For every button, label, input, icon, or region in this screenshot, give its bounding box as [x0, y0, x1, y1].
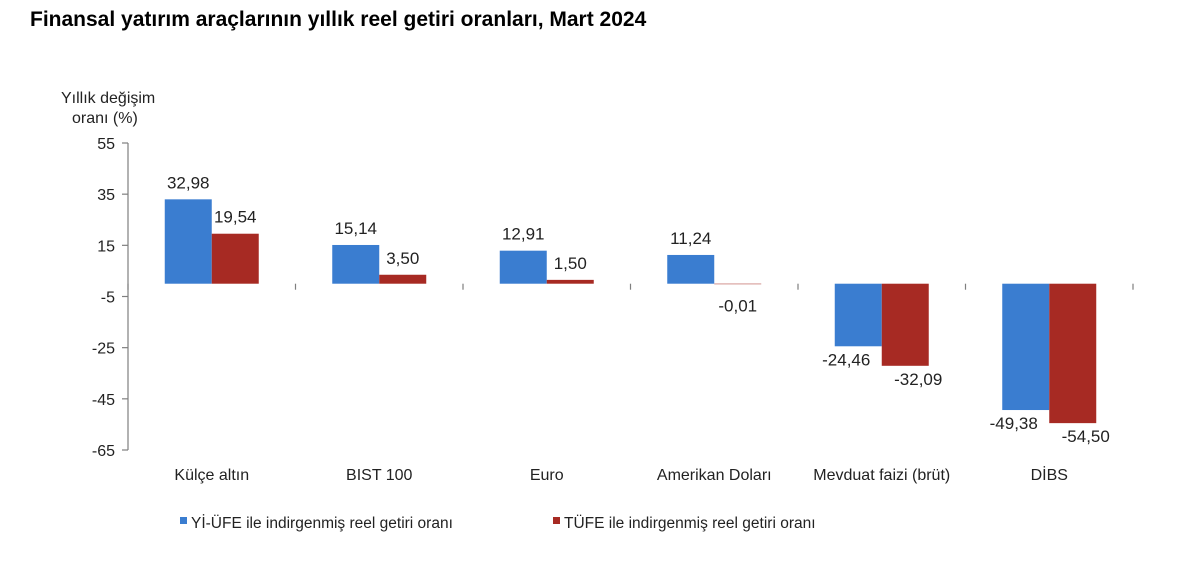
bar — [667, 254, 715, 284]
y-tick-label: 15 — [97, 238, 115, 255]
y-tick-label: 55 — [97, 136, 115, 153]
y-tick-label: 35 — [97, 187, 115, 204]
data-label: 15,14 — [334, 219, 377, 238]
data-label: -49,38 — [990, 414, 1038, 433]
data-label: -54,50 — [1062, 427, 1110, 446]
bar — [881, 283, 929, 366]
bar — [546, 279, 594, 284]
y-axis-title-line: Yıllık değişim — [61, 90, 155, 107]
bar — [834, 283, 882, 347]
x-tick-label: BIST 100 — [346, 467, 413, 484]
legend-swatch — [180, 517, 187, 524]
y-tick-label: -45 — [92, 392, 115, 409]
data-label: -0,01 — [718, 297, 757, 316]
bar — [499, 250, 547, 284]
bar — [332, 244, 380, 284]
data-label: 1,50 — [554, 254, 587, 273]
bar — [164, 199, 212, 284]
bar — [379, 274, 427, 284]
y-tick-label: -65 — [92, 443, 115, 460]
bar — [1049, 283, 1097, 424]
bar — [714, 283, 762, 285]
bar — [211, 233, 259, 284]
data-label: 32,98 — [167, 173, 210, 192]
y-tick-label: -25 — [92, 341, 115, 358]
x-tick-label: Külçe altın — [174, 467, 249, 484]
x-tick-label: Amerikan Doları — [657, 467, 772, 484]
bar — [1002, 283, 1050, 411]
legend-label: Yİ-ÜFE ile indirgenmiş reel getiri oranı — [191, 514, 453, 532]
legend-swatch — [553, 517, 560, 524]
data-label: 11,24 — [670, 229, 711, 248]
data-label: -24,46 — [822, 350, 870, 369]
data-label: 3,50 — [386, 249, 419, 268]
chart-title: Finansal yatırım araçlarının yıllık reel… — [30, 8, 647, 31]
x-tick-label: Euro — [530, 467, 564, 484]
legend-label: TÜFE ile indirgenmiş reel getiri oranı — [564, 514, 816, 532]
y-axis-title-line: oranı (%) — [72, 110, 138, 127]
data-label: -32,09 — [894, 370, 942, 389]
x-tick-label: Mevduat faizi (brüt) — [813, 467, 950, 484]
data-label: 19,54 — [214, 208, 257, 227]
data-label: 12,91 — [502, 225, 545, 244]
y-tick-label: -5 — [101, 290, 115, 307]
x-tick-label: DİBS — [1031, 465, 1068, 484]
